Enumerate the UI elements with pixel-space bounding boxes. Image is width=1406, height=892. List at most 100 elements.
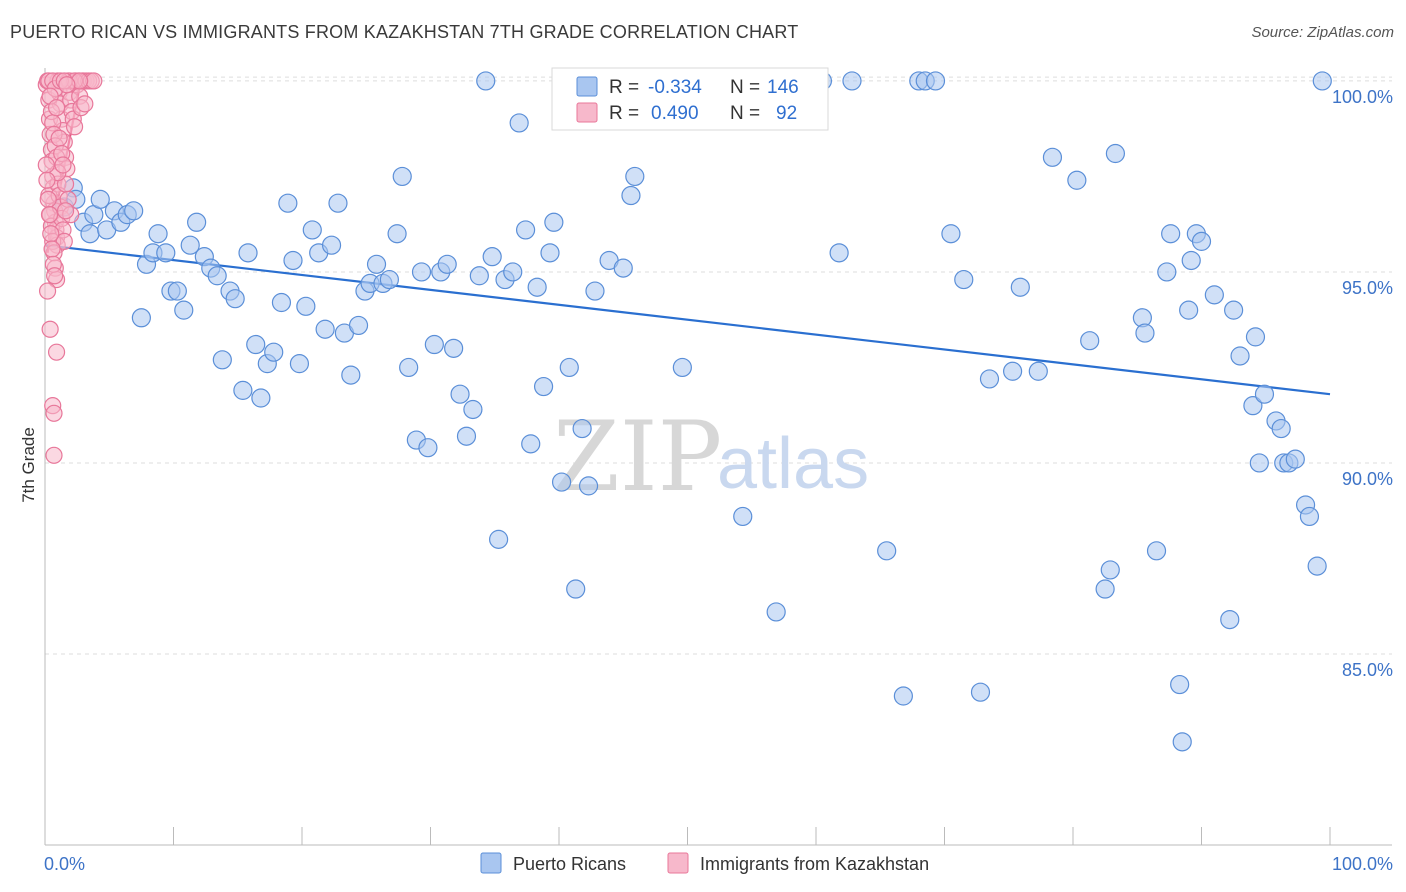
point-puerto-rican: [328, 193, 348, 213]
point-puerto-rican: [271, 292, 292, 313]
point-puerto-rican: [1028, 361, 1048, 381]
point-puerto-rican: [559, 357, 579, 378]
watermark-zip: ZIP: [553, 401, 722, 513]
trendline-puerto-rican: [44, 244, 1331, 396]
legend-n-label-1: N =: [730, 77, 760, 98]
point-kazakhstan: [50, 129, 68, 147]
point-puerto-rican: [348, 315, 369, 336]
point-puerto-rican: [1245, 327, 1266, 347]
legend-n-value-1: 146: [767, 77, 799, 98]
point-puerto-rican: [469, 266, 489, 286]
y-tick-label: 85.0%: [1342, 660, 1393, 680]
point-puerto-rican: [1095, 579, 1115, 599]
point-puerto-rican: [515, 220, 536, 240]
point-puerto-rican: [90, 189, 110, 209]
bottom-legend-label-blue: Puerto Ricans: [513, 854, 626, 874]
point-puerto-rican: [1157, 262, 1177, 282]
point-puerto-rican: [379, 269, 399, 290]
legend-swatch-blue: [576, 76, 598, 97]
point-puerto-rican: [463, 399, 483, 420]
point-kazakhstan: [65, 118, 84, 136]
point-puerto-rican: [1271, 418, 1291, 439]
point-puerto-rican: [482, 247, 502, 267]
point-puerto-rican: [585, 281, 605, 301]
point-puerto-rican: [131, 308, 151, 328]
bottom-legend-label-pink: Immigrants from Kazakhstan: [700, 854, 929, 874]
point-puerto-rican: [251, 388, 271, 408]
point-puerto-rican: [399, 357, 419, 378]
point-puerto-rican: [1146, 541, 1167, 561]
point-puerto-rican: [1161, 224, 1181, 244]
point-puerto-rican: [1042, 147, 1063, 167]
point-puerto-rican: [289, 354, 310, 374]
point-puerto-rican: [246, 334, 266, 355]
point-puerto-rican: [1135, 323, 1155, 343]
point-puerto-rican: [283, 250, 303, 271]
point-puerto-rican: [979, 369, 1000, 389]
bottom-legend-swatch-pink: [667, 852, 689, 874]
points-layer: [37, 71, 1332, 752]
chart-title: PUERTO RICAN VS IMMIGRANTS FROM KAZAKHST…: [10, 22, 799, 42]
legend-n-value-2: 92: [776, 103, 797, 124]
point-kazakhstan: [43, 240, 61, 258]
point-puerto-rican: [578, 476, 599, 496]
point-puerto-rican: [1080, 331, 1100, 351]
point-puerto-rican: [212, 350, 232, 370]
point-kazakhstan: [46, 267, 64, 285]
point-puerto-rican: [1179, 300, 1199, 320]
point-puerto-rican: [233, 380, 253, 400]
legend-swatch-pink: [576, 102, 598, 123]
point-puerto-rican: [278, 193, 298, 213]
point-puerto-rican: [1254, 384, 1275, 404]
point-puerto-rican: [613, 258, 633, 278]
point-puerto-rican: [1249, 453, 1269, 473]
point-puerto-rican: [566, 579, 586, 599]
point-kazakhstan: [55, 232, 73, 250]
point-puerto-rican: [672, 357, 692, 378]
point-puerto-rican: [954, 269, 974, 290]
point-puerto-rican: [544, 212, 564, 232]
point-puerto-rican: [1170, 674, 1190, 695]
point-puerto-rican: [444, 338, 464, 358]
point-puerto-rican: [476, 71, 496, 91]
point-puerto-rican: [387, 224, 407, 244]
point-puerto-rican: [238, 243, 258, 263]
point-kazakhstan: [47, 343, 66, 361]
point-puerto-rican: [156, 243, 176, 263]
point-puerto-rican: [1067, 170, 1087, 190]
point-puerto-rican: [829, 243, 849, 263]
point-kazakhstan: [58, 76, 76, 94]
point-kazakhstan: [38, 282, 57, 300]
point-puerto-rican: [392, 166, 412, 187]
point-puerto-rican: [1204, 285, 1224, 305]
point-puerto-rican: [941, 224, 961, 244]
point-puerto-rican: [489, 529, 509, 549]
point-puerto-rican: [321, 235, 342, 255]
point-kazakhstan: [54, 156, 72, 174]
labels-layer: 100.0% 95.0% 90.0% 85.0% 0.0% 100.0% 7th Grade: [19, 87, 1393, 874]
point-puerto-rican: [533, 376, 554, 397]
point-puerto-rican: [1003, 361, 1023, 381]
y-tick-label: 100.0%: [1332, 87, 1393, 107]
watermark: ZIP atlas: [553, 401, 869, 513]
point-puerto-rican: [80, 224, 100, 244]
correlation-legend: R = -0.334 N = 146 R = 0.490 N = 92: [551, 67, 829, 131]
point-kazakhstan: [39, 190, 57, 208]
point-puerto-rican: [1105, 143, 1126, 164]
point-puerto-rican: [450, 384, 470, 404]
point-puerto-rican: [503, 262, 523, 282]
point-puerto-rican: [521, 434, 541, 454]
legend-r-label-1: R =: [609, 77, 639, 98]
legend-box: [551, 67, 829, 131]
point-puerto-rican: [1172, 732, 1192, 752]
point-puerto-rican: [411, 262, 432, 282]
point-kazakhstan: [45, 404, 63, 422]
point-puerto-rican: [187, 212, 207, 232]
point-puerto-rican: [225, 289, 245, 309]
point-puerto-rican: [424, 334, 444, 355]
point-puerto-rican: [296, 296, 316, 316]
point-kazakhstan: [40, 206, 59, 224]
point-puerto-rican: [1230, 346, 1250, 366]
point-puerto-rican: [437, 254, 457, 274]
